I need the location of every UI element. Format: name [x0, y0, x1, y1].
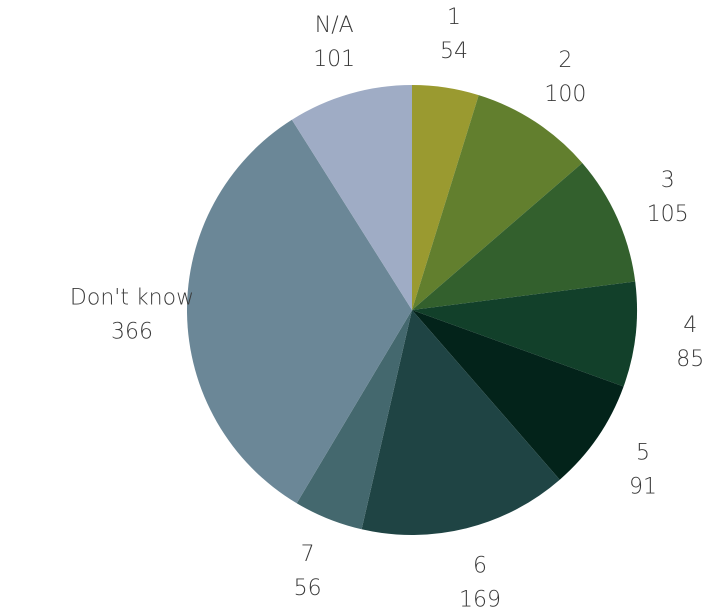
slice-label: 5 91 [629, 440, 657, 499]
slice-label-name: 1 [447, 5, 461, 30]
slice-label-value: 91 [629, 474, 657, 499]
slice-label-name: 6 [473, 554, 487, 579]
slice-label-name: 4 [683, 313, 697, 338]
pie-slice-5 [412, 310, 624, 480]
pie-slice-7 [296, 310, 412, 530]
slice-label: Don't know 366 [70, 286, 194, 345]
pie-slice-2 [412, 95, 583, 311]
pie-slice-1 [412, 85, 479, 310]
pie-slice-6 [361, 310, 560, 536]
slice-label: 7 56 [294, 542, 322, 601]
slice-label-value: 366 [111, 320, 153, 345]
slice-label-name: 5 [636, 440, 650, 465]
slice-label: N/A 101 [313, 13, 355, 72]
slice-label-value: 101 [313, 47, 355, 72]
slice-label-name: 3 [661, 168, 675, 193]
slice-label-value: 56 [294, 576, 322, 601]
slice-label: 3 105 [647, 168, 689, 227]
slice-label: 2 100 [544, 48, 586, 107]
pie-slice-3 [412, 162, 636, 310]
slice-label-value: 100 [544, 82, 586, 107]
pie-slice-4 [412, 281, 637, 387]
slice-label-name: N/A [315, 13, 354, 38]
slice-label-value: 169 [459, 588, 501, 608]
pie-slices [186, 85, 637, 536]
slice-label-value: 105 [647, 202, 689, 227]
slice-label-name: Don't know [70, 286, 194, 311]
pie-slice-don-t-know [186, 119, 412, 504]
slice-label-name: 2 [558, 48, 572, 73]
slice-label-value: 54 [440, 39, 468, 64]
slice-label-name: 7 [301, 542, 315, 567]
slice-label: 6 169 [459, 554, 501, 608]
pie-slice-n-a [291, 85, 412, 310]
slice-label: 4 85 [676, 313, 702, 372]
slice-label: 1 54 [440, 5, 468, 64]
slice-label-value: 85 [676, 347, 702, 372]
